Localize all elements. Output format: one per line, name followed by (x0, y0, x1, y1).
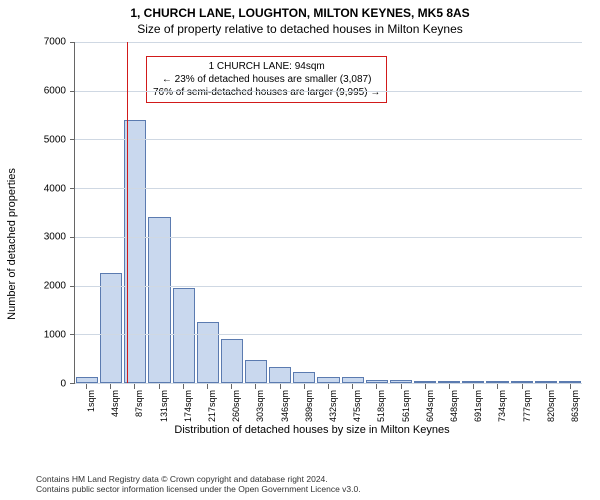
x-tick (134, 384, 135, 389)
x-tick (255, 384, 256, 389)
x-tick-label: 260sqm (231, 390, 241, 422)
annotation-box: 1 CHURCH LANE: 94sqm ← 23% of detached h… (146, 56, 387, 103)
x-tick-label: 389sqm (304, 390, 314, 422)
bar (245, 360, 267, 383)
x-tick (497, 384, 498, 389)
x-tick-label: 303sqm (255, 390, 265, 422)
attribution-line-2: Contains public sector information licen… (36, 484, 361, 494)
x-tick (110, 384, 111, 389)
chart-container: Number of detached properties 0100020003… (36, 42, 588, 434)
y-axis-label: Number of detached properties (6, 168, 18, 320)
x-tick-label: 648sqm (449, 390, 459, 422)
x-tick (231, 384, 232, 389)
gridline (75, 286, 582, 287)
x-tick (376, 384, 377, 389)
x-tick (280, 384, 281, 389)
gridline (75, 237, 582, 238)
x-tick (352, 384, 353, 389)
x-tick (183, 384, 184, 389)
x-tick-label: 777sqm (522, 390, 532, 422)
x-tick (328, 384, 329, 389)
x-tick-label: 734sqm (497, 390, 507, 422)
plot-area: 1 CHURCH LANE: 94sqm ← 23% of detached h… (74, 42, 582, 384)
y-axis-ticks: 01000200030004000500060007000 (36, 42, 70, 384)
y-tick-label: 4000 (44, 183, 66, 194)
bar (148, 217, 170, 383)
bar (100, 273, 122, 383)
x-tick (473, 384, 474, 389)
x-tick (449, 384, 450, 389)
x-tick-label: 604sqm (425, 390, 435, 422)
bar (269, 367, 291, 383)
y-tick-label: 2000 (44, 281, 66, 292)
gridline (75, 334, 582, 335)
attribution: Contains HM Land Registry data © Crown c… (36, 474, 361, 494)
x-tick-label: 863sqm (570, 390, 580, 422)
bar (197, 322, 219, 383)
x-tick (304, 384, 305, 389)
annotation-line-2: ← 23% of detached houses are smaller (3,… (153, 73, 380, 86)
x-tick-label: 346sqm (280, 390, 290, 422)
x-tick (401, 384, 402, 389)
y-tick-label: 7000 (44, 37, 66, 48)
page-subtitle: Size of property relative to detached ho… (0, 20, 600, 36)
reference-line (127, 42, 128, 383)
y-tick-label: 3000 (44, 232, 66, 243)
y-tick (70, 334, 75, 335)
y-tick (70, 139, 75, 140)
x-tick-label: 87sqm (134, 390, 144, 417)
annotation-line-3: 76% of semi-detached houses are larger (… (153, 86, 380, 99)
y-tick-label: 0 (60, 379, 66, 390)
y-tick (70, 237, 75, 238)
y-tick-label: 1000 (44, 330, 66, 341)
y-tick (70, 91, 75, 92)
x-tick-label: 561sqm (401, 390, 411, 422)
x-tick-label: 820sqm (546, 390, 556, 422)
x-tick-label: 475sqm (352, 390, 362, 422)
x-tick-label: 131sqm (159, 390, 169, 422)
x-tick-label: 1sqm (86, 390, 96, 412)
x-tick (86, 384, 87, 389)
bar (293, 372, 315, 383)
gridline (75, 42, 582, 43)
x-tick (522, 384, 523, 389)
y-tick (70, 286, 75, 287)
y-tick-label: 5000 (44, 134, 66, 145)
x-axis-ticks: 1sqm 44sqm 87sqm 131sqm 174sqm 217sqm 260sqm 30… (74, 384, 582, 426)
bar (221, 339, 243, 383)
y-tick (70, 188, 75, 189)
x-tick-label: 432sqm (328, 390, 338, 422)
x-axis-label: Distribution of detached houses by size … (36, 424, 588, 436)
x-tick-label: 174sqm (183, 390, 193, 422)
gridline (75, 188, 582, 189)
x-tick-label: 518sqm (376, 390, 386, 422)
x-tick-label: 44sqm (110, 390, 120, 417)
x-tick-label: 217sqm (207, 390, 217, 422)
bar (173, 288, 195, 383)
x-tick-label: 691sqm (473, 390, 483, 422)
x-tick (207, 384, 208, 389)
attribution-line-1: Contains HM Land Registry data © Crown c… (36, 474, 361, 484)
x-tick (570, 384, 571, 389)
annotation-line-1: 1 CHURCH LANE: 94sqm (153, 60, 380, 73)
gridline (75, 91, 582, 92)
y-tick (70, 42, 75, 43)
y-tick-label: 6000 (44, 85, 66, 96)
x-tick (159, 384, 160, 389)
x-tick (425, 384, 426, 389)
gridline (75, 139, 582, 140)
x-tick (546, 384, 547, 389)
page-title: 1, CHURCH LANE, LOUGHTON, MILTON KEYNES,… (0, 0, 600, 20)
